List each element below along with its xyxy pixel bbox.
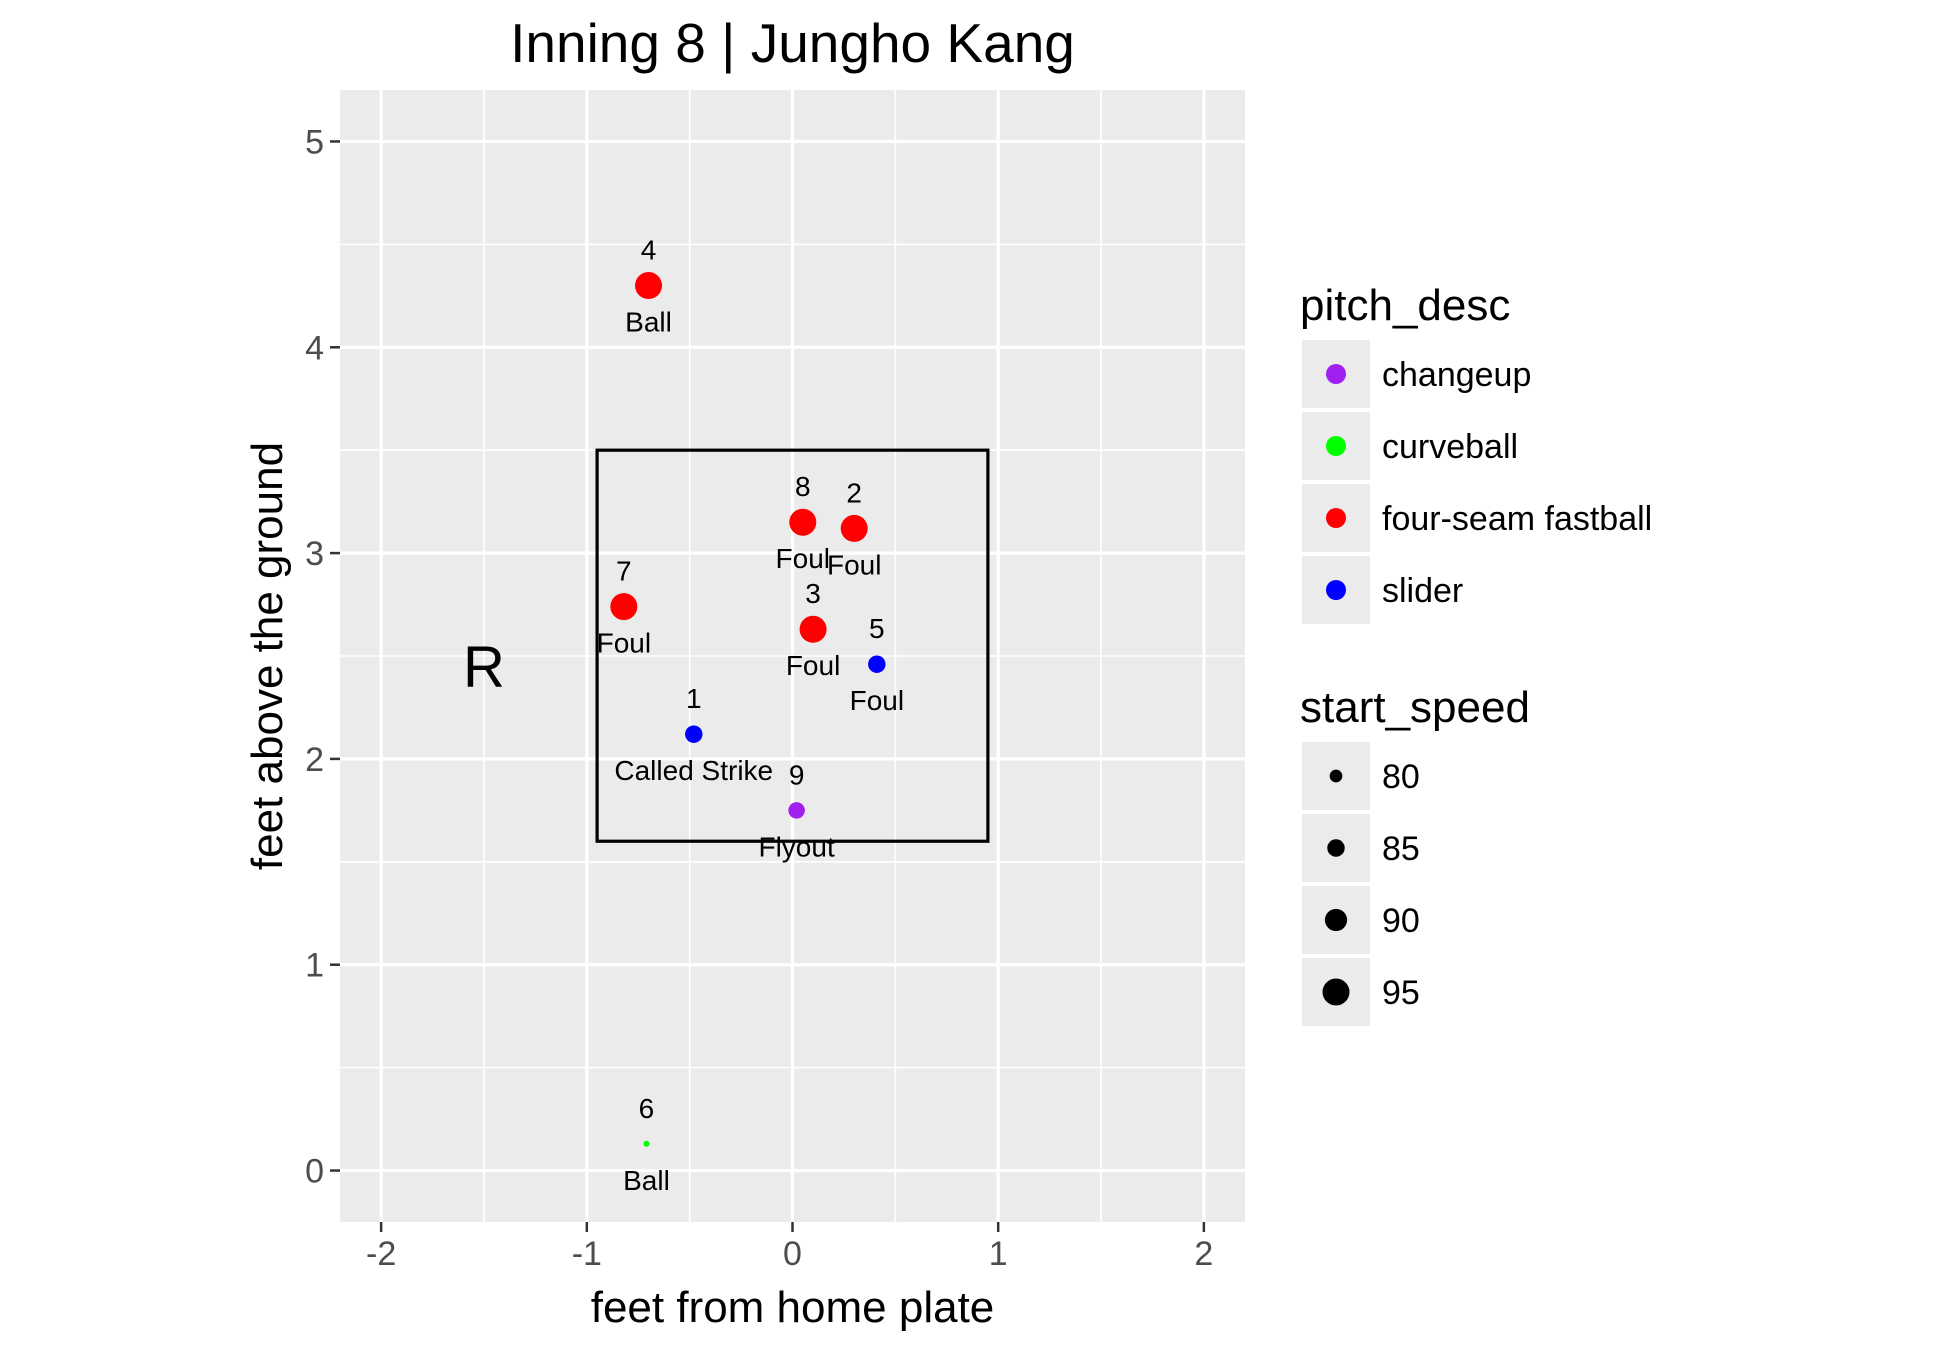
legend-label: 90 [1382,902,1420,940]
pitch-point [868,655,886,673]
y-tick-label: 4 [305,329,324,367]
pitch-result-label: Foul [850,685,904,716]
pitch-result-label: Ball [625,307,672,338]
pitch-number-label: 3 [805,578,821,609]
legend-color-swatch [1326,436,1346,456]
y-tick-label: 3 [305,535,324,573]
pitch-number-label: 8 [795,471,811,502]
chart-title: Inning 8 | Jungho Kang [510,12,1075,74]
legend-size-swatch [1327,839,1345,857]
pitch-result-label: Called Strike [614,755,773,786]
pitch-number-label: 5 [869,613,885,644]
legend-label: 80 [1382,758,1420,796]
pitch-number-label: 9 [789,759,805,790]
y-axis-title: feet above the ground [243,442,292,870]
legend-label: slider [1382,572,1463,610]
pitch-number-label: 4 [641,235,657,266]
pitch-point [685,725,703,743]
pitch-point [788,802,805,819]
legend-title: pitch_desc [1300,281,1510,330]
pitch-point [635,272,663,300]
legend-size-swatch [1329,769,1343,783]
pitch-point [643,1140,650,1147]
y-tick-label: 1 [305,947,324,985]
pitch-result-label: Foul [786,650,840,681]
legend-start-speed: start_speed 80 85 90 95 [1300,683,1530,1026]
x-tick-label: 1 [989,1235,1008,1273]
legend-size-swatch [1324,908,1348,932]
pitch-number-label: 7 [616,556,632,587]
legend-label: changeup [1382,356,1531,394]
x-tick-label: 2 [1194,1235,1213,1273]
legend-color-swatch [1326,508,1346,528]
x-axis: -2 -1 0 1 2 [366,1222,1213,1273]
legend-color-swatch [1326,580,1346,600]
pitch-number-label: 1 [686,683,702,714]
x-axis-title: feet from home plate [591,1283,995,1332]
x-tick-label: 0 [783,1235,802,1273]
pitch-point [840,514,868,542]
pitch-result-label: Foul [827,549,881,580]
legend-label: four-seam fastball [1382,500,1652,538]
pitch-result-label: Flyout [758,831,834,862]
legend-pitch-desc: pitch_desc changeup curveball four-seam fas… [1300,281,1652,624]
y-tick-label: 2 [305,741,324,779]
y-axis: 0 1 2 3 4 5 [305,123,340,1191]
legend-color-swatch [1326,364,1346,384]
y-tick-label: 0 [305,1153,324,1191]
batter-side-label: R [463,634,505,699]
x-tick-label: -1 [572,1235,602,1273]
pitch-result-label: Foul [776,543,830,574]
pitch-result-label: Foul [597,628,651,659]
legend-label: curveball [1382,428,1518,466]
pitch-number-label: 6 [639,1093,655,1124]
legend-label: 85 [1382,830,1420,868]
y-tick-label: 5 [305,123,324,161]
pitch-result-label: Ball [623,1165,670,1196]
legend-size-swatch [1322,978,1350,1006]
pitch-number-label: 2 [846,477,862,508]
strike-zone [595,448,990,843]
legend-title: start_speed [1300,683,1530,732]
pitch-point [610,593,638,621]
legend-label: 95 [1382,974,1420,1012]
x-tick-label: -2 [366,1235,396,1273]
pitch-point [799,615,827,643]
grid-major-lines [340,90,1245,1222]
pitch-point [789,508,817,536]
